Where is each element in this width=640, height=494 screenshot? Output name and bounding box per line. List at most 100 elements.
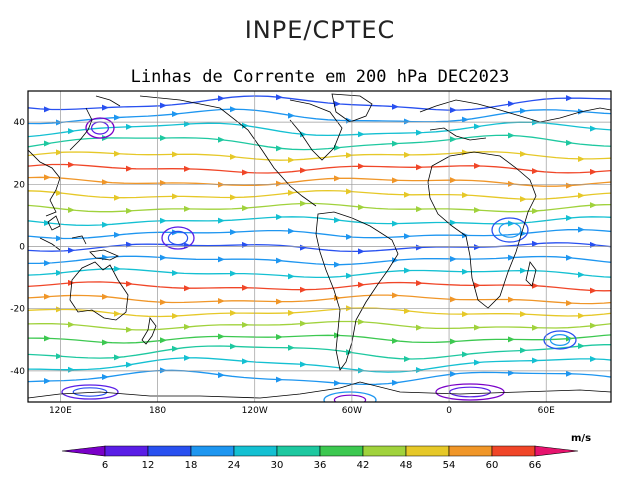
streamline-arrow <box>474 207 481 214</box>
streamline-arrow <box>160 135 167 142</box>
streamline-arrow <box>218 372 225 379</box>
circulation-loop <box>498 222 522 238</box>
streamline-arrow <box>230 106 237 113</box>
colorbar-swatch <box>405 445 450 457</box>
coastline-madagascar <box>525 261 537 287</box>
streamline-arrow <box>172 110 179 117</box>
y-tick-label: 0 <box>19 243 25 253</box>
streamline-arrow <box>68 161 75 168</box>
streamline-arrow <box>450 338 457 345</box>
streamline-arrow <box>346 272 353 279</box>
streamline-arrow <box>358 131 365 138</box>
streamline-arrow <box>416 129 423 136</box>
streamline-arrow <box>276 376 283 383</box>
streamline-arrow <box>532 240 539 247</box>
coastline-new-zealand <box>141 317 157 345</box>
streamline-arrow <box>276 94 283 101</box>
colorbar-swatch <box>233 445 278 457</box>
streamline-arrow <box>334 175 341 182</box>
streamline <box>28 281 611 292</box>
colorbar-label: 24 <box>228 460 241 471</box>
streamline-arrow <box>578 192 585 199</box>
streamline-arrow <box>172 229 179 236</box>
circulation-loop <box>549 334 571 347</box>
streamline-arrow <box>126 207 133 214</box>
streamline-arrow <box>520 107 527 114</box>
streamline-arrow <box>590 322 597 329</box>
streamline-arrow <box>532 282 539 289</box>
streamline-arrow <box>416 164 423 171</box>
streamline-arrow <box>300 200 307 207</box>
streamline-arrow <box>334 100 341 107</box>
streamline-arrow <box>184 121 191 128</box>
circulation-loop <box>449 386 492 398</box>
streamline-arrow <box>590 168 597 175</box>
streamline-arrow <box>346 152 353 159</box>
streamline-arrow <box>392 257 399 264</box>
streamline-arrow <box>288 228 295 235</box>
streamline-arrow <box>102 339 109 346</box>
streamline-arrow <box>218 95 225 102</box>
streamline-arrow <box>276 180 283 187</box>
streamline-arrow <box>56 306 63 313</box>
streamline-arrow <box>346 349 353 356</box>
streamline-arrow <box>68 321 75 328</box>
streamline-arrow <box>520 347 527 354</box>
streamline-arrow <box>358 367 365 374</box>
streamline-arrow <box>56 119 63 126</box>
streamline-arrow <box>44 335 51 342</box>
streamline-arrow <box>578 342 585 349</box>
streamline-arrow <box>172 269 179 276</box>
streamline-arrow <box>404 233 411 240</box>
streamline-arrow <box>346 233 353 240</box>
streamline-arrow <box>288 344 295 351</box>
streamline-arrow <box>114 114 121 121</box>
colorbar-unit: m/s <box>571 433 591 444</box>
streamline-arrow <box>416 280 423 287</box>
streamline-arrow <box>474 162 481 169</box>
colorbar-label: 36 <box>314 460 327 471</box>
chart-title: Linhas de Corrente em 200 hPa DEC2023 <box>131 67 510 87</box>
y-tick-label: -20 <box>10 305 25 315</box>
streamline-arrow <box>102 104 109 111</box>
streamline-arrow <box>508 296 515 303</box>
streamline-arrow <box>508 369 515 376</box>
graticule <box>28 91 611 402</box>
streamline-arrow <box>44 106 51 113</box>
streamline <box>28 216 611 227</box>
streamline <box>28 294 611 305</box>
streamline-arrow <box>590 287 597 294</box>
circulation-loop <box>333 394 367 402</box>
coastline-antarctica <box>28 381 611 399</box>
streamline-arrow <box>392 103 399 110</box>
colorbar-swatch <box>276 445 321 457</box>
streamline-arrow <box>566 370 573 377</box>
streamline-arrow <box>532 324 539 331</box>
circulation-loop <box>491 217 529 243</box>
streamline-arrow <box>218 181 225 188</box>
streamline-arrow <box>56 269 63 276</box>
streamline <box>28 242 611 253</box>
circulation-loop <box>61 384 119 400</box>
streamline-arrow <box>334 380 341 387</box>
coastline-australia <box>69 261 129 321</box>
streamline-arrow <box>56 353 63 360</box>
streamline-arrow <box>184 285 191 292</box>
streamline-arrow <box>508 100 515 107</box>
streamline-arrow <box>160 254 167 261</box>
streamline-arrow <box>56 189 63 196</box>
streamline-arrow <box>404 118 411 125</box>
streamline-arrow <box>508 220 515 227</box>
streamline-arrow <box>416 244 423 251</box>
streamline-arrow <box>300 131 307 138</box>
colorbar-swatch <box>190 445 235 457</box>
streamline-arrow <box>114 310 121 317</box>
streamline-arrow <box>230 310 237 317</box>
streamline-arrow <box>126 165 133 172</box>
streamline-arrow <box>126 123 133 130</box>
streamline-arrow <box>114 194 121 201</box>
streamline-arrow <box>450 370 457 377</box>
streamline-arrow <box>160 299 167 306</box>
streamline-arrow <box>392 177 399 184</box>
